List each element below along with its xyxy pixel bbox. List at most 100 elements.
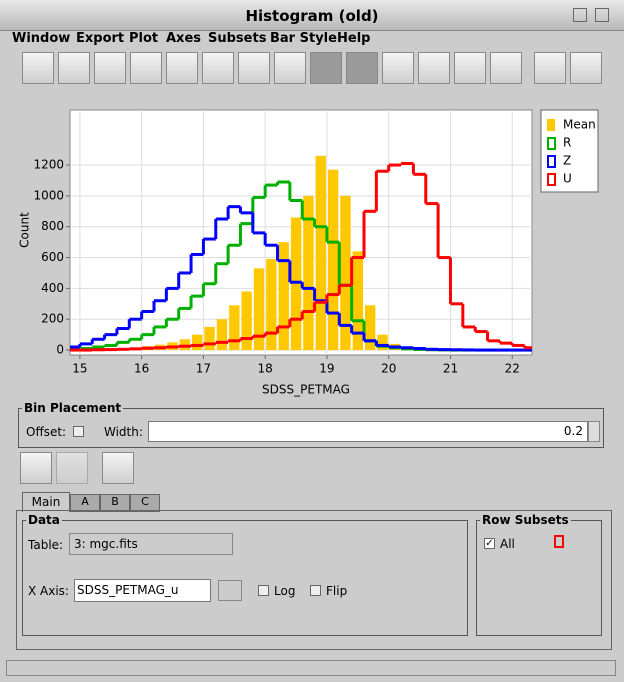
y-tick-label: 1000 bbox=[33, 188, 64, 202]
menu-item[interactable]: Export bbox=[76, 31, 125, 46]
tab[interactable]: C bbox=[130, 494, 160, 512]
group-title: Row Subsets bbox=[480, 513, 571, 527]
bar bbox=[192, 334, 203, 351]
toolbar-button[interactable] bbox=[382, 52, 414, 84]
y-tick-label: 400 bbox=[41, 281, 64, 295]
y-tick-label: 800 bbox=[41, 219, 64, 233]
x-tick-label: 16 bbox=[134, 362, 149, 376]
add-button[interactable] bbox=[20, 452, 52, 484]
offset-label: Offset: bbox=[26, 425, 67, 439]
toolbar-button[interactable] bbox=[570, 52, 602, 84]
toolbar-button[interactable] bbox=[310, 52, 342, 84]
bar bbox=[315, 155, 326, 351]
group-title: Data bbox=[26, 513, 62, 527]
bar bbox=[229, 305, 240, 351]
tab[interactable]: A bbox=[70, 494, 100, 512]
tab-panel bbox=[16, 510, 612, 650]
bar bbox=[290, 217, 302, 351]
minimize-button[interactable] bbox=[573, 8, 587, 22]
legend-swatch bbox=[547, 119, 555, 131]
bin-placement-group bbox=[18, 408, 604, 448]
width-label: Width: bbox=[104, 425, 143, 439]
subset-style-icon[interactable] bbox=[554, 535, 564, 548]
legend-swatch bbox=[547, 155, 556, 168]
toolbar-button[interactable] bbox=[94, 52, 126, 84]
menu-item[interactable]: Plot bbox=[129, 31, 159, 46]
menu-item[interactable]: Help bbox=[337, 31, 371, 46]
y-tick-label: 1200 bbox=[33, 158, 64, 172]
tab[interactable]: B bbox=[100, 494, 130, 512]
table-combo[interactable]: 3: mgc.fits bbox=[69, 533, 233, 555]
log-checkbox[interactable] bbox=[258, 585, 269, 596]
x-tick-label: 19 bbox=[319, 362, 334, 376]
toolbar-button[interactable] bbox=[22, 52, 54, 84]
toolbar-button[interactable] bbox=[454, 52, 486, 84]
legend-label: R bbox=[563, 136, 571, 150]
legend-swatch bbox=[547, 137, 556, 150]
bar bbox=[266, 259, 277, 351]
bar bbox=[377, 334, 388, 351]
toolbar-button[interactable] bbox=[490, 52, 522, 84]
offset-checkbox[interactable] bbox=[73, 426, 84, 437]
chart: SDSS_PETMAG Count 0 200 400 600 800 1000 1200 1… bbox=[18, 109, 599, 397]
y-tick-label: 600 bbox=[41, 250, 64, 264]
flip-checkbox[interactable] bbox=[310, 585, 321, 596]
data-group bbox=[22, 520, 468, 636]
menu-item[interactable]: Window bbox=[12, 31, 71, 46]
bar bbox=[278, 242, 289, 351]
x-tick-label: 17 bbox=[196, 362, 211, 376]
xaxis-stepper[interactable] bbox=[218, 580, 242, 601]
xaxis-combo[interactable]: SDSS_PETMAG_u bbox=[74, 579, 211, 602]
toolbar-button[interactable] bbox=[346, 52, 378, 84]
table-label: Table: bbox=[28, 538, 64, 552]
bar bbox=[179, 339, 191, 351]
y-axis-label: Count bbox=[18, 212, 32, 248]
x-axis-label: SDSS_PETMAG bbox=[262, 383, 350, 397]
menu-item[interactable]: Subsets bbox=[208, 31, 267, 46]
x-tick-label: 18 bbox=[258, 362, 273, 376]
width-field[interactable]: 0.2 bbox=[148, 421, 588, 442]
y-tick-label: 200 bbox=[41, 312, 64, 326]
toolbar-button[interactable] bbox=[130, 52, 162, 84]
legend-label: U bbox=[563, 172, 572, 186]
bar bbox=[365, 305, 376, 351]
tab[interactable]: Main bbox=[22, 492, 70, 512]
legend-label: Mean bbox=[563, 118, 596, 132]
toolbar-button[interactable] bbox=[274, 52, 306, 84]
toolbar-button[interactable] bbox=[202, 52, 234, 84]
bar bbox=[352, 251, 363, 351]
bar bbox=[204, 326, 215, 351]
status-bar bbox=[6, 660, 616, 676]
xaxis-label: X Axis: bbox=[28, 584, 69, 598]
toolbar-button[interactable] bbox=[534, 52, 566, 84]
legend-label: Z bbox=[563, 154, 571, 168]
x-tick-label: 22 bbox=[505, 362, 520, 376]
menu-item[interactable]: Bar Style bbox=[270, 31, 337, 46]
bar bbox=[253, 268, 265, 351]
bar bbox=[241, 291, 252, 351]
subset-checkbox[interactable]: ✓ bbox=[484, 538, 495, 549]
weight-button[interactable] bbox=[102, 452, 134, 484]
toolbar-button[interactable] bbox=[238, 52, 270, 84]
legend-swatch bbox=[547, 173, 556, 186]
bar bbox=[216, 319, 228, 351]
remove-button[interactable] bbox=[56, 452, 88, 484]
maximize-button[interactable] bbox=[595, 8, 609, 22]
x-tick-label: 21 bbox=[443, 362, 458, 376]
toolbar-button[interactable] bbox=[166, 52, 198, 84]
width-spinner[interactable] bbox=[588, 421, 600, 442]
toolbar-button[interactable] bbox=[58, 52, 90, 84]
bar bbox=[303, 195, 314, 351]
bar bbox=[327, 169, 339, 351]
toolbar-button[interactable] bbox=[418, 52, 450, 84]
flip-label: Flip bbox=[326, 584, 348, 598]
menu-item[interactable]: Axes bbox=[166, 31, 202, 46]
subset-label: All bbox=[500, 537, 515, 551]
x-tick-label: 15 bbox=[72, 362, 87, 376]
x-tick-label: 20 bbox=[381, 362, 396, 376]
bar bbox=[340, 195, 351, 351]
window-title: Histogram (old) bbox=[0, 0, 624, 31]
y-tick-label: 0 bbox=[56, 343, 64, 357]
group-title: Bin Placement bbox=[22, 401, 124, 415]
